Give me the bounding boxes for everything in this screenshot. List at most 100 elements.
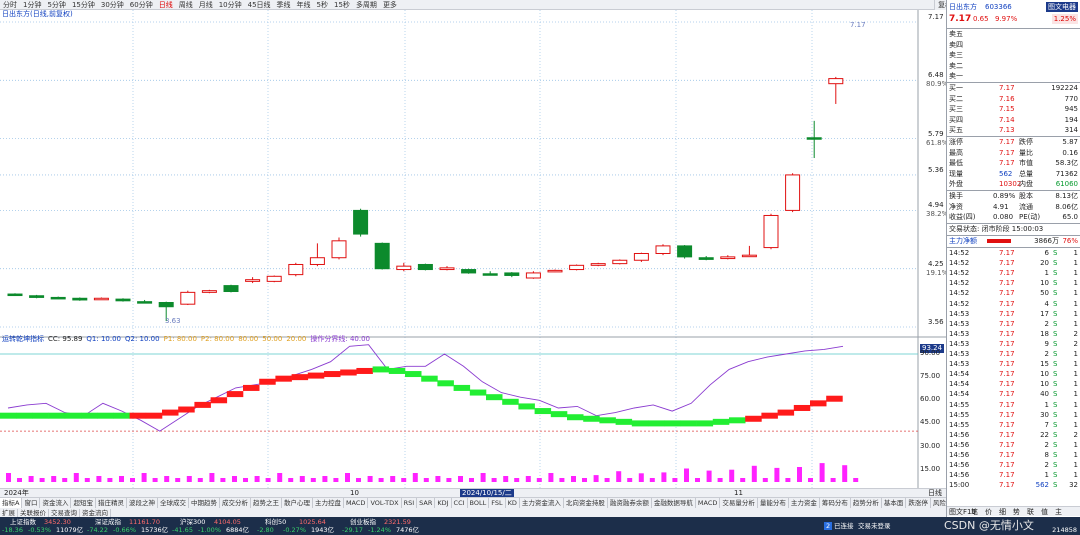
period-tab[interactable]: 日线 <box>158 1 173 9</box>
period-tab[interactable]: 30分钟 <box>100 1 124 9</box>
indicator-tab[interactable]: 主力控盘 <box>313 498 344 508</box>
indicator-tab[interactable]: 窗口 <box>22 498 41 508</box>
index-name[interactable]: 沪深300 <box>180 518 206 526</box>
chart-area[interactable]: 日出东方(日线,前复权) 7.17 6.48 80.9% 5.79 61.8% 5.36 4… <box>0 10 948 488</box>
panel-tab[interactable]: 联 <box>1027 508 1034 516</box>
panel-tab[interactable]: 图文F10 <box>949 508 976 516</box>
sub-tab[interactable]: 资金流向 <box>80 509 111 517</box>
period-tab[interactable]: 分时 <box>3 1 17 9</box>
panel-field: 14:53 <box>949 329 970 338</box>
panel-tab[interactable]: 主 <box>1055 508 1062 516</box>
index-name[interactable]: 科创50 <box>265 518 287 526</box>
indicator-tab[interactable]: KDJ <box>435 498 452 508</box>
period-tab[interactable]: 周线 <box>178 1 193 9</box>
indicator-tab[interactable]: KD <box>506 498 520 508</box>
signal-bar <box>345 473 350 482</box>
indicator-tab[interactable]: RSI <box>402 498 418 508</box>
period-tab[interactable]: 5秒 <box>316 1 329 9</box>
period-tab[interactable]: 5分钟 <box>47 1 66 9</box>
index-name[interactable]: 深证成指 <box>95 518 121 526</box>
indicator-tab[interactable]: 跌涨停 <box>906 498 931 508</box>
indicator-tab[interactable]: 主力资金 <box>789 498 820 508</box>
panel-field: 0.65 <box>973 15 989 23</box>
indicator-tab[interactable]: FSL <box>489 498 506 508</box>
period-tab[interactable]: 年线 <box>296 1 311 9</box>
panel-field: 2 <box>1044 440 1049 449</box>
signal-bar <box>808 478 813 482</box>
period-tab[interactable]: 10分钟 <box>218 1 242 9</box>
panel-field: 现量 <box>949 169 963 178</box>
indicator-tab[interactable]: MACD <box>344 498 369 508</box>
trend-band-segment <box>210 397 228 404</box>
indicator-tab[interactable]: 交易量分析 <box>720 498 758 508</box>
sub-tabs: 扩展 关联报价 交易查询 资金流向 <box>0 508 946 517</box>
sub-tab[interactable]: 扩展 <box>0 509 18 517</box>
indicator-tab[interactable]: VOL-TDX <box>368 498 402 508</box>
panel-field: 股本 <box>1019 192 1033 200</box>
indicator-tab[interactable]: 波段之神 <box>127 498 158 508</box>
indicator-tab[interactable]: 量能分布 <box>758 498 789 508</box>
indicator-tab[interactable]: BOLL <box>468 498 490 508</box>
panel-field: 14:52 <box>949 269 970 278</box>
indicator-value: 50.00 <box>262 335 283 343</box>
indicator-tab[interactable]: CCI <box>452 498 468 508</box>
signal-bar <box>6 473 11 482</box>
panel-field: 40 <box>1040 390 1049 399</box>
panel-field: 603366 <box>985 3 1012 11</box>
period-tab[interactable]: 15分钟 <box>71 1 95 9</box>
indicator-tab[interactable]: 主力资金流入 <box>520 498 564 508</box>
panel-field: S <box>1053 451 1058 459</box>
period-tab[interactable]: 季线 <box>276 1 291 9</box>
trend-band-segment <box>469 389 487 396</box>
panel-tab[interactable]: 细 <box>999 508 1006 516</box>
indicator-tab[interactable]: 资金流入 <box>40 498 72 508</box>
index-name[interactable]: 创业板指 <box>350 518 376 526</box>
connection-status[interactable]: 已连接 <box>834 522 854 530</box>
candle <box>504 272 520 278</box>
login-status[interactable]: 交易未登录 <box>858 522 891 530</box>
candle <box>763 213 779 250</box>
sub-tab[interactable]: 关联报价 <box>18 509 49 517</box>
panel-field: 7.17 <box>999 461 1015 470</box>
indicator-tab[interactable]: 筹码分布 <box>820 498 851 508</box>
stats2-row: 换手 0.89% 股本 8.13亿 <box>947 191 1080 201</box>
indicator-tab[interactable]: 猎庄精灵 <box>96 498 127 508</box>
period-tab[interactable]: 月线 <box>198 1 213 9</box>
indicator-tab[interactable]: 基本面 <box>882 498 907 508</box>
indicator-tab[interactable]: 超短宝 <box>71 498 96 508</box>
indicator-tab[interactable]: MACD <box>696 498 721 508</box>
panel-tab[interactable]: 势 <box>1013 508 1020 516</box>
indicator-tab[interactable]: 北向资金持股 <box>564 498 608 508</box>
panel-tab[interactable]: 价 <box>985 508 992 516</box>
trend-band-segment <box>388 367 406 374</box>
period-tab[interactable]: 更多 <box>382 1 397 9</box>
indicator-tab[interactable]: 散户心理 <box>282 498 313 508</box>
panel-tab[interactable]: 值 <box>1041 508 1048 516</box>
sector-badge[interactable]: 图文电器 <box>1046 2 1078 12</box>
panel-tab[interactable]: 笔 <box>971 508 978 516</box>
period-tab[interactable]: 45日线 <box>247 1 271 9</box>
indicator-tab[interactable]: 趋势之王 <box>251 498 282 508</box>
panel-field: S <box>1053 471 1058 480</box>
indicator-tab[interactable]: 融资融券余额 <box>608 498 652 508</box>
panel-field: 1 <box>1073 451 1078 459</box>
toolbar-button[interactable]: 复权 <box>934 0 955 10</box>
index-name[interactable]: 上证指数 <box>10 518 36 526</box>
signal-bar <box>593 475 599 482</box>
indicator-tab[interactable]: 指标A <box>0 498 23 508</box>
period-tab[interactable]: 60分钟 <box>129 1 153 9</box>
period-tab[interactable]: 多周期 <box>355 1 377 9</box>
indicator-name[interactable]: 运转乾坤指标 <box>2 335 44 343</box>
period-tab[interactable]: 1分钟 <box>23 1 42 9</box>
indicator-tab[interactable]: 中期趋势 <box>189 498 220 508</box>
indicator-tab[interactable]: 趋势分析 <box>851 498 882 508</box>
indicator-tab[interactable]: 风险 <box>931 498 946 508</box>
indicator-tab[interactable]: 金融数据导航 <box>652 498 696 508</box>
indicator-tab[interactable]: 成交分析 <box>220 498 251 508</box>
signal-bar <box>96 476 102 482</box>
indicator-tab[interactable]: 全球成交 <box>158 498 189 508</box>
period-tab[interactable]: 15秒 <box>334 1 350 9</box>
sub-tab[interactable]: 交易查询 <box>49 509 80 517</box>
panel-field: 1 <box>1073 269 1078 278</box>
indicator-tab[interactable]: SAR <box>417 498 436 508</box>
